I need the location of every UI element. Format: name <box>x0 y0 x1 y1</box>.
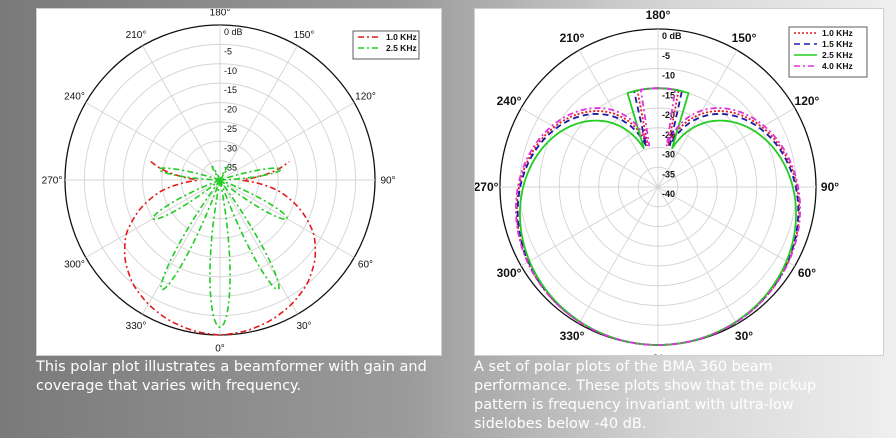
radial-tick-label: 0 dB <box>224 27 243 37</box>
angle-tick-label: 180° <box>210 9 231 19</box>
angle-tick-label: 120° <box>355 92 376 103</box>
radial-tick-label: -15 <box>662 90 675 100</box>
series-lobe-2-5khz <box>209 179 231 329</box>
radial-tick-label: -5 <box>662 51 670 61</box>
radial-tick-label: -35 <box>224 163 237 173</box>
angle-tick-label: 300° <box>64 260 85 271</box>
grid-spoke <box>520 186 659 267</box>
grid-spoke <box>85 179 221 258</box>
radial-tick-label: 0 dB <box>662 31 682 41</box>
series-lobe-2-5khz <box>219 165 229 181</box>
legend-box <box>352 30 420 60</box>
angle-tick-label: 150° <box>732 31 757 45</box>
radial-tick-label: -40 <box>662 189 675 199</box>
angle-tick-label: 30° <box>735 329 753 343</box>
right-polar-plot-panel: 0° 30° 60° 90° 120° 150° 180° 210° 240° 270° 300° 3… <box>474 8 884 356</box>
legend-entry: 2.5 KHz <box>386 43 417 53</box>
angle-tick-label: 270° <box>475 180 499 194</box>
radial-tick-label: -25 <box>662 130 675 140</box>
radial-tick-label: -20 <box>662 110 675 120</box>
angle-tick-label: 90° <box>821 180 839 194</box>
series-lobe-2-5khz <box>151 179 221 221</box>
grid-spoke <box>219 102 355 181</box>
grid-spoke <box>219 179 298 315</box>
radial-tick-label: -30 <box>662 150 675 160</box>
series-line-1khz <box>123 160 317 336</box>
angle-tick-label: 60° <box>358 260 373 271</box>
legend-entry: 1.5 KHz <box>822 39 853 49</box>
grid-spoke <box>219 179 355 258</box>
grid-spoke <box>578 186 659 325</box>
angle-tick-label: 210° <box>560 31 585 45</box>
series-lobe-2-5khz <box>219 179 280 291</box>
radial-tick-label: -30 <box>224 143 237 153</box>
grid-spoke <box>657 186 738 325</box>
legend-entry: 1.0 KHz <box>822 28 853 38</box>
legend-entry: 4.0 KHz <box>822 61 853 71</box>
radial-tick-label: -5 <box>224 46 232 56</box>
right-caption: A set of polar plots of the BMA 360 beam… <box>474 359 817 432</box>
angle-tick-label: 270° <box>42 176 63 187</box>
series-lobe-2-5khz <box>158 167 221 181</box>
angle-tick-label: 330° <box>126 321 147 332</box>
legend-entry: 2.5 KHz <box>822 50 853 60</box>
left-caption: This polar plot illustrates a beamformer… <box>36 359 427 394</box>
grid-spoke <box>142 179 221 315</box>
angle-tick-label: 210° <box>126 30 147 41</box>
angle-tick-label: 240° <box>497 94 522 108</box>
radial-tick-label: -35 <box>662 169 675 179</box>
legend-entry: 1.0 KHz <box>386 32 417 42</box>
radial-tick-label: -10 <box>224 66 237 76</box>
angle-tick-label: 180° <box>646 9 671 22</box>
angle-tick-label: 330° <box>560 329 585 343</box>
grid-spoke <box>578 49 659 188</box>
left-polar-plot-panel: 0° 30° 60° 90° 120° 150° 180° 210° 240° 270° 300° 3… <box>36 8 442 356</box>
angle-tick-label: 300° <box>497 266 522 280</box>
series-line-40khz <box>514 87 802 346</box>
grid-spoke <box>85 102 221 181</box>
grid-spoke <box>142 45 221 181</box>
radial-tick-label: -20 <box>224 105 237 115</box>
grid-spoke <box>657 186 796 267</box>
angle-tick-label: 0° <box>215 344 225 355</box>
grid-spoke <box>520 107 659 188</box>
grid-spoke <box>657 107 796 188</box>
radial-tick-label: -10 <box>662 71 675 81</box>
left-polar-plot: 0° 30° 60° 90° 120° 150° 180° 210° 240° 270° 300° 3… <box>42 9 420 355</box>
angle-tick-label: 150° <box>294 30 315 41</box>
series-line-10khz <box>515 87 801 346</box>
angle-tick-label: 240° <box>64 92 85 103</box>
radial-tick-label: -15 <box>224 85 237 95</box>
angle-tick-label: 90° <box>380 176 395 187</box>
series-lobe-2-5khz <box>160 179 221 291</box>
angle-tick-label: 60° <box>798 266 816 280</box>
angle-tick-label: 30° <box>296 321 311 332</box>
angle-tick-label: 120° <box>795 94 820 108</box>
radial-tick-label: -25 <box>224 124 237 134</box>
legend-box <box>788 26 868 78</box>
series-lobe-2-5khz <box>219 167 282 181</box>
grid-spoke <box>219 45 298 181</box>
series-lobe-2-5khz <box>219 179 289 221</box>
series-lobe-2-5khz <box>211 165 221 181</box>
angle-tick-label: 0° <box>652 352 664 355</box>
right-polar-plot: 0° 30° 60° 90° 120° 150° 180° 210° 240° 270° 300° 3… <box>475 9 868 355</box>
